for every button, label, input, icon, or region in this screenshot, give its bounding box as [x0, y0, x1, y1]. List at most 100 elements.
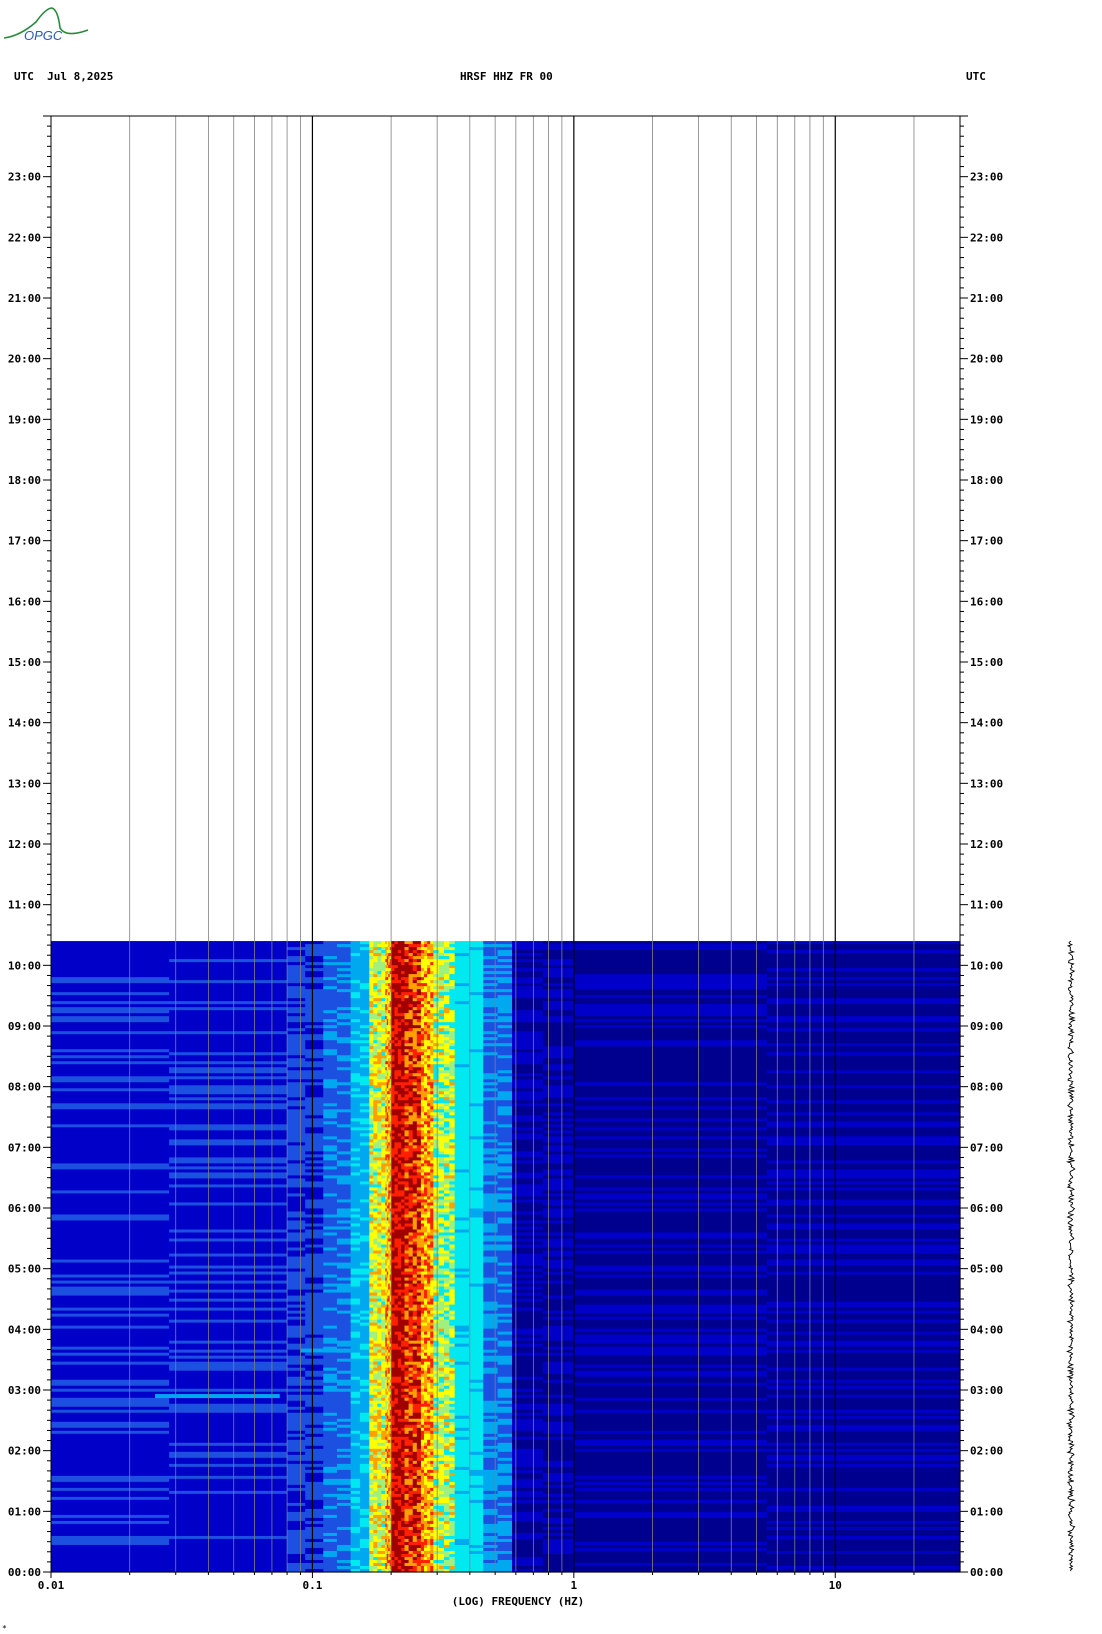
spectrogram-cell: [443, 1205, 450, 1210]
spectrogram-cell: [512, 1277, 544, 1282]
spectrogram-cell: [766, 1016, 961, 1020]
spectrogram-cell: [169, 986, 288, 990]
spectrogram-cell: [386, 1229, 389, 1234]
spectrogram-cell: [573, 947, 768, 951]
spectrogram-cell: [449, 1115, 456, 1119]
spectrogram-cell: [389, 995, 392, 999]
spectrogram-cell: [497, 1244, 513, 1249]
spectrogram-cell: [416, 974, 422, 978]
spectrogram-cell: [305, 953, 324, 957]
spectrogram-cell: [449, 1280, 456, 1285]
spectrogram-cell: [323, 1250, 338, 1255]
spectrogram-cell: [391, 941, 396, 945]
spectrogram-cell: [369, 1004, 374, 1008]
spectrogram-cell: [427, 1268, 431, 1273]
spectrogram-cell: [169, 1034, 288, 1038]
spectrogram-cell: [169, 1310, 288, 1315]
spectrogram-cell: [385, 1013, 388, 1017]
spectrogram-cell: [420, 1154, 425, 1158]
spectrogram-cell: [391, 1187, 396, 1192]
spectrogram-cell: [169, 1022, 288, 1026]
spectrogram-cell: [412, 1043, 418, 1047]
spectrogram-cell: [766, 1178, 961, 1183]
spectrogram-cell: [323, 1292, 338, 1297]
spectrogram-cell: [483, 1058, 499, 1062]
spectrogram-cell: [408, 1289, 414, 1294]
spectrogram-cell: [287, 1061, 306, 1065]
spectrogram-cell: [424, 989, 428, 993]
spectrogram-cell: [573, 1106, 768, 1110]
spectrogram-cell: [404, 1103, 410, 1107]
spectrogram-cell: [350, 1313, 361, 1318]
spectrogram-cell: [430, 1187, 434, 1192]
spectrogram-cell: [359, 1016, 370, 1020]
spectrogram-cell: [420, 1082, 425, 1086]
spectrogram-cell: [404, 1046, 410, 1050]
spectrogram-cell: [373, 1025, 378, 1029]
spectrogram-cell: [287, 1148, 306, 1152]
spectrogram-cell: [287, 1301, 306, 1306]
spectrogram-cell: [542, 1151, 575, 1155]
spectrogram-cell: [287, 953, 306, 957]
spectrogram-cell: [443, 1043, 450, 1047]
spectrogram-cell: [359, 1304, 370, 1309]
spectrogram-cell: [391, 1232, 396, 1237]
spectrogram-cell: [412, 1112, 418, 1116]
spectrogram-cell: [385, 1154, 388, 1158]
spectrogram-cell: [449, 1196, 456, 1201]
spectrogram-cell: [542, 974, 575, 978]
spectrogram-cell: [305, 1271, 324, 1276]
spectrogram-cell: [388, 1106, 391, 1110]
spectrogram-cell: [401, 1280, 406, 1285]
spectrogram-cell: [397, 1100, 402, 1104]
spectrogram-cell: [336, 977, 352, 981]
spectrogram-cell: [404, 1208, 410, 1213]
spectrogram-cell: [377, 1259, 382, 1264]
spectrogram-cell: [573, 1118, 768, 1122]
spectrogram-cell: [377, 1283, 382, 1288]
spectrogram-cell: [512, 977, 544, 981]
spectrogram-cell: [385, 1085, 388, 1089]
spectrogram-cell: [391, 950, 396, 954]
spectrogram-cell: [483, 1238, 499, 1243]
spectrogram-cell: [404, 1058, 410, 1062]
spectrogram-cell: [388, 1163, 391, 1167]
spectrogram-cell: [427, 953, 431, 957]
spectrogram-cell: [468, 1091, 484, 1095]
spectrogram-cell: [420, 1112, 425, 1116]
spectrogram-cell: [350, 986, 361, 990]
spectrogram-cell: [336, 1022, 352, 1026]
spectrogram-cell: [438, 1310, 445, 1315]
spectrogram-cell: [359, 1244, 370, 1249]
spectrogram-cell: [323, 992, 338, 996]
spectrogram-cell: [381, 1277, 386, 1282]
spectrogram-cell: [420, 1022, 425, 1026]
spectrogram-cell: [323, 1136, 338, 1140]
spectrogram-cell: [169, 1106, 288, 1110]
spectrogram-cell: [427, 1166, 431, 1171]
spectrogram-cell: [388, 1238, 391, 1243]
spectrogram-cell: [381, 1142, 386, 1146]
spectrogram-cell: [404, 1013, 410, 1017]
spectrogram-cell: [443, 998, 450, 1002]
spectrogram-cell: [427, 1016, 431, 1020]
spectrogram-cell: [388, 1109, 391, 1113]
spectrogram-cell: [381, 977, 386, 981]
spectrogram-cell: [323, 1208, 338, 1213]
spectrogram-cell: [305, 1211, 324, 1216]
spectrogram-cell: [449, 1250, 456, 1255]
spectrogram-cell: [449, 1124, 456, 1128]
spectrogram-cell: [408, 1055, 414, 1059]
spectrogram-cell: [766, 1265, 961, 1270]
spectrogram-cell: [385, 1304, 388, 1309]
spectrogram-cell: [336, 1190, 352, 1195]
spectrogram-cell: [401, 1298, 406, 1303]
spectrogram-cell: [397, 1082, 402, 1086]
spectrogram-cell: [386, 1157, 389, 1161]
spectrogram-cell: [388, 956, 391, 960]
spectrogram-cell: [381, 1157, 386, 1161]
spectrogram-cell: [336, 1115, 352, 1119]
spectrogram-cell: [336, 1313, 352, 1318]
spectrogram-cell: [381, 1214, 386, 1219]
spectrogram-cell: [433, 1046, 440, 1050]
